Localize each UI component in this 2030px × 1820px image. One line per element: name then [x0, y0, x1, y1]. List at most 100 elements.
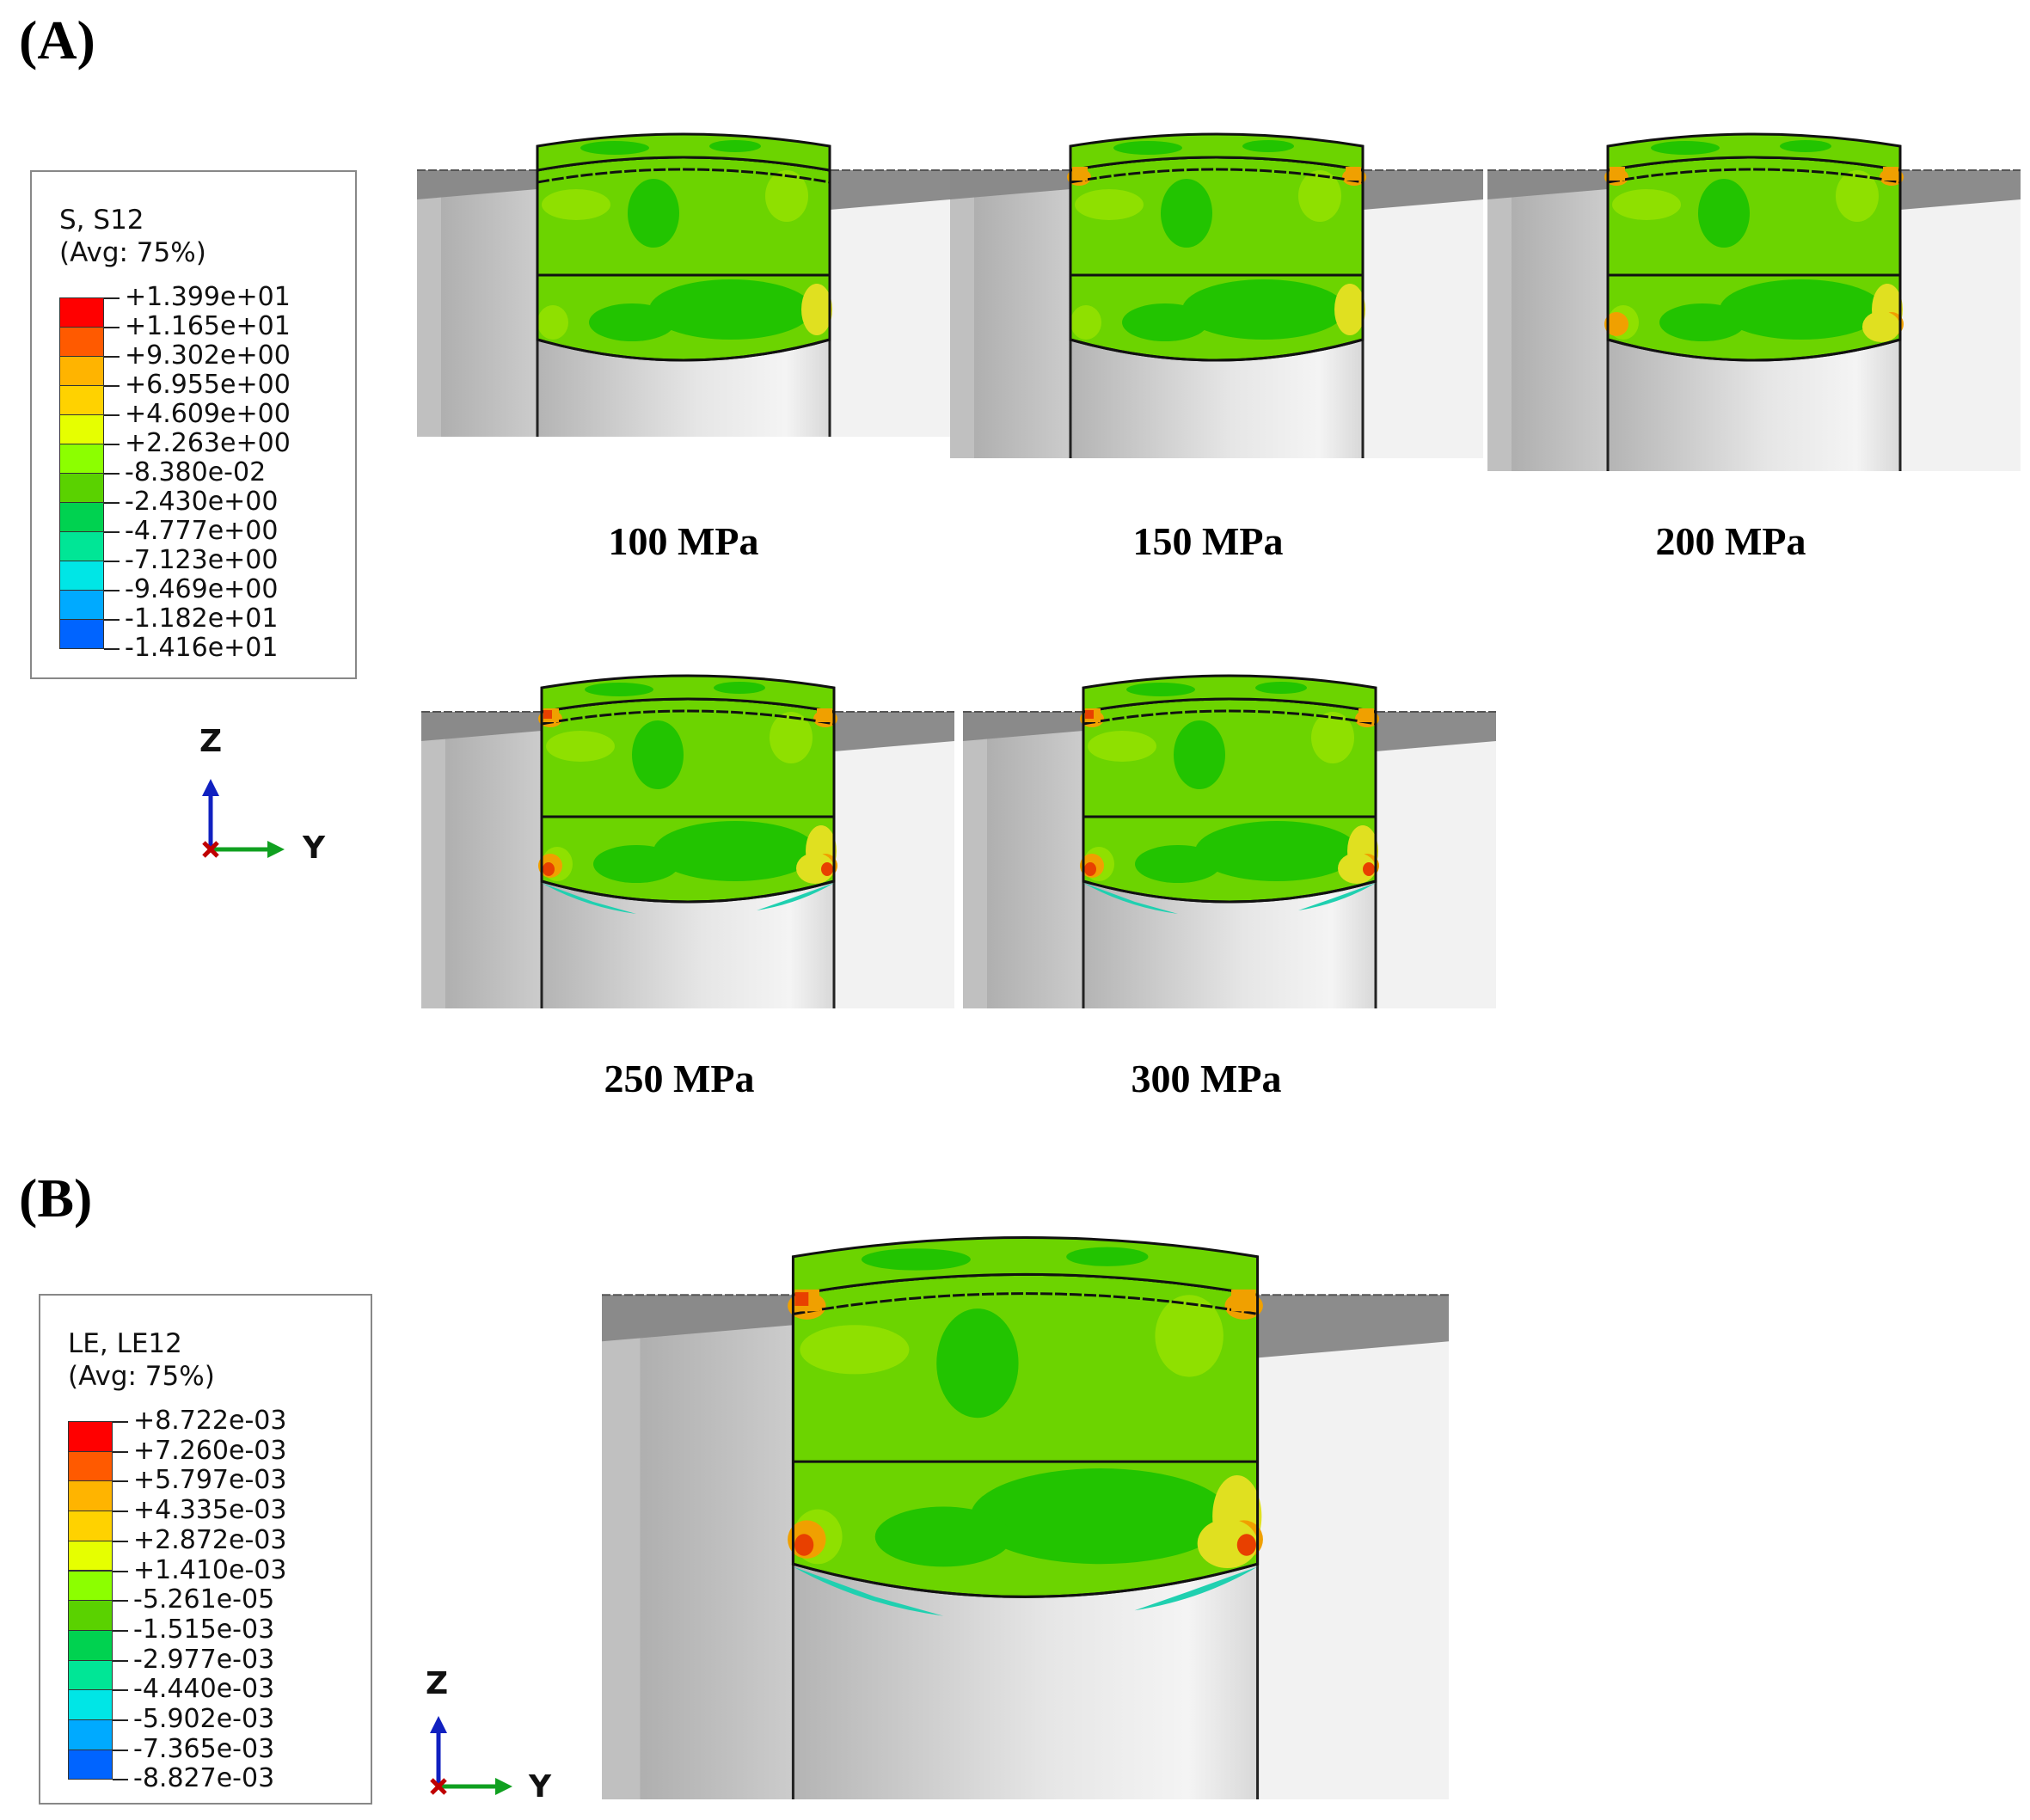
legend-tick — [104, 502, 120, 504]
caption-150mpa: 150 MPa — [1132, 519, 1284, 563]
contour-region — [1182, 279, 1346, 340]
legend-value: +2.872e-03 — [133, 1524, 287, 1555]
legend-value: +6.955e+00 — [125, 370, 291, 400]
panel-b-legend: LE, LE12 (Avg: 75%) +8.722e-03 +7.260e-03… — [39, 1294, 372, 1805]
legend-value: -1.182e+01 — [125, 604, 279, 634]
z-arrow-icon — [202, 779, 219, 796]
legend-tick — [113, 1600, 128, 1602]
panel-a-view-200mpa — [1487, 132, 2021, 471]
panel-b-view — [602, 1236, 1449, 1799]
caption-300mpa: 300 MPa — [1131, 1057, 1282, 1100]
stress-hotspot — [1604, 312, 1628, 336]
stress-hotspot — [1346, 167, 1361, 181]
right-plate — [830, 170, 950, 437]
plate-top-face — [417, 170, 537, 199]
contour-region — [1122, 303, 1208, 341]
contour-region — [1155, 1295, 1224, 1377]
legend-swatch — [59, 590, 104, 620]
legend-tick — [104, 561, 120, 562]
contour-region — [1255, 682, 1307, 694]
legend-value: +4.335e-03 — [133, 1495, 287, 1526]
contour-region — [1195, 821, 1358, 881]
contour-region — [861, 1248, 971, 1271]
contour-region — [653, 821, 817, 881]
legend-swatch — [68, 1540, 113, 1572]
z-arrow-icon — [430, 1716, 447, 1733]
contour-region — [1113, 141, 1182, 155]
legend-value: -8.827e-03 — [133, 1763, 275, 1794]
legend-tick — [104, 444, 120, 445]
legend-tick — [113, 1480, 128, 1483]
plate-top-face — [602, 1295, 794, 1342]
contour-region — [1659, 303, 1745, 341]
legend-value: +7.260e-03 — [133, 1435, 287, 1466]
legend-swatch — [68, 1600, 113, 1631]
contour-region — [709, 140, 761, 152]
panel-b-legend-subtitle: (Avg: 75%) — [68, 1361, 215, 1392]
stress-hotspot — [1072, 167, 1088, 181]
legend-value: +8.722e-03 — [133, 1406, 287, 1436]
contour-region — [1311, 712, 1354, 763]
y-arrow-icon — [495, 1778, 512, 1795]
legend-tick — [104, 619, 120, 621]
legend-value: +9.302e+00 — [125, 340, 291, 371]
panel-a-legend-title: S, S12 — [59, 205, 144, 236]
plate-top-face — [421, 712, 542, 741]
contour-region — [585, 683, 653, 696]
contour-region — [649, 279, 813, 340]
contour-region — [1612, 189, 1681, 220]
contour-region — [1720, 279, 1883, 340]
legend-tick — [104, 531, 120, 533]
contour-region — [800, 1325, 910, 1375]
legend-swatch — [59, 619, 104, 649]
legend-tick — [104, 327, 120, 328]
legend-tick — [113, 1629, 128, 1632]
legend-value: -7.365e-03 — [133, 1733, 275, 1764]
legend-swatch — [59, 502, 104, 532]
legend-swatch — [68, 1719, 113, 1750]
legend-value: +5.797e-03 — [133, 1465, 287, 1496]
stress-hotspot — [1610, 167, 1625, 181]
legend-tick — [104, 385, 120, 387]
legend-value: -8.380e-02 — [125, 457, 267, 487]
contour-region — [1161, 179, 1212, 248]
legend-tick — [113, 1719, 128, 1721]
legend-swatch — [68, 1659, 113, 1691]
legend-swatch — [59, 561, 104, 591]
legend-tick — [113, 1659, 128, 1662]
legend-tick — [113, 1421, 128, 1423]
legend-value: -1.515e-03 — [133, 1614, 275, 1645]
panel-b-legend-title: LE, LE12 — [68, 1328, 182, 1359]
right-plate — [1376, 712, 1496, 1008]
panel-a-view-300mpa — [963, 674, 1496, 1008]
legend-value: -7.123e+00 — [125, 545, 279, 575]
contour-region — [970, 1468, 1230, 1565]
contour-region — [1174, 720, 1225, 789]
caption-100mpa: 100 MPa — [608, 519, 759, 563]
contour-region — [542, 189, 610, 220]
legend-tick — [113, 1779, 128, 1781]
legend-swatch — [59, 385, 104, 415]
legend-tick — [113, 1450, 128, 1453]
contour-region — [1338, 853, 1376, 884]
legend-swatch — [59, 414, 104, 444]
pin-shaft — [793, 1564, 1258, 1799]
legend-value: -2.430e+00 — [125, 487, 279, 517]
legend-swatch — [59, 297, 104, 328]
contour-region — [1075, 189, 1144, 220]
legend-swatch — [59, 356, 104, 386]
contour-region — [1836, 170, 1879, 222]
legend-swatch — [68, 1511, 113, 1541]
stress-hotspot — [1363, 862, 1375, 876]
legend-value: -1.416e+01 — [125, 633, 279, 663]
legend-value: -5.902e-03 — [133, 1704, 275, 1734]
legend-value: +1.399e+01 — [125, 282, 291, 312]
legend-swatch — [68, 1570, 113, 1602]
legend-value: -5.261e-05 — [133, 1584, 275, 1615]
legend-tick — [113, 1511, 128, 1513]
stress-hotspot — [817, 708, 832, 722]
right-plate — [834, 712, 954, 1008]
contour-region — [770, 712, 813, 763]
stress-hotspot — [543, 710, 552, 719]
